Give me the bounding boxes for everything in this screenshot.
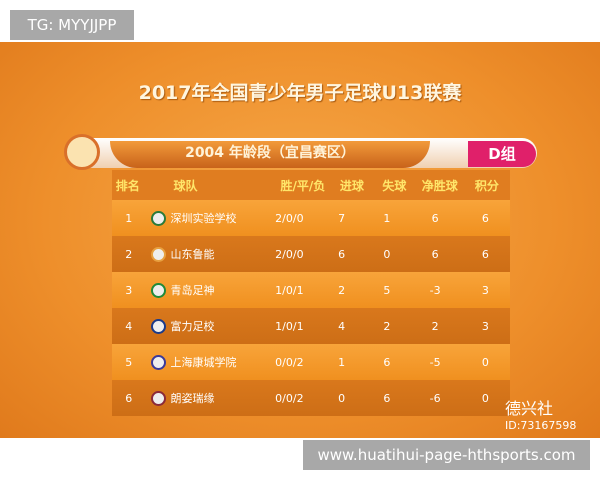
rank: 3 (125, 283, 133, 297)
rank: 2 (125, 247, 133, 261)
table-row: 5 上海康城学院 0/0/2 1 6 -5 0 (112, 344, 510, 380)
tag-label: TG: MYYJJPP (10, 10, 134, 40)
table-row: 4 富力足校 1/0/1 4 2 2 3 (112, 308, 510, 344)
points: 0 (481, 355, 489, 369)
team-name: 朗姿瑞缘 (170, 392, 215, 405)
team: 深圳实验学校 (145, 210, 259, 226)
team-logo-icon (151, 390, 167, 406)
wdl: 1/0/1 (275, 319, 304, 333)
goals-against: 6 (383, 391, 391, 405)
watermark-id: ID:73167598 (505, 419, 577, 432)
wdl: 0/0/2 (275, 391, 304, 405)
rank: 4 (125, 319, 133, 333)
table-row: 2 山东鲁能 2/0/0 6 0 6 6 (112, 236, 510, 272)
rank: 6 (125, 391, 133, 405)
points: 3 (481, 319, 489, 333)
team-logo-icon (151, 210, 167, 226)
goals-against: 1 (383, 211, 391, 225)
goals-against: 0 (383, 247, 391, 261)
col-rank: 排名 (115, 178, 140, 193)
url-label: www.huatihui-page-hthsports.com (303, 440, 590, 470)
points: 3 (481, 283, 489, 297)
goals-against: 5 (383, 283, 391, 297)
team-name: 富力足校 (170, 320, 215, 333)
goal-diff: -5 (429, 355, 441, 369)
goals-against: 6 (383, 355, 391, 369)
goals-for: 4 (338, 319, 346, 333)
goal-diff: -3 (429, 283, 441, 297)
goal-diff: 6 (431, 211, 439, 225)
goal-diff: -6 (429, 391, 441, 405)
wdl: 0/0/2 (275, 355, 304, 369)
table-header: 排名 球队 胜/平/负 进球 失球 净胜球 积分 (112, 170, 510, 200)
group-badge: D组 (468, 141, 536, 167)
goals-for: 1 (338, 355, 346, 369)
team-name: 上海康城学院 (170, 356, 237, 369)
goal-diff: 2 (431, 319, 439, 333)
col-team: 球队 (173, 178, 198, 193)
rank: 1 (125, 211, 133, 225)
league-logo-icon (64, 134, 100, 170)
team: 朗姿瑞缘 (145, 390, 259, 406)
wdl: 2/0/0 (275, 211, 304, 225)
col-gd: 净胜球 (421, 178, 458, 193)
team-name: 深圳实验学校 (170, 212, 237, 225)
wdl: 1/0/1 (275, 283, 304, 297)
table-row: 6 朗姿瑞缘 0/0/2 0 6 -6 0 (112, 380, 510, 416)
standings-table: 排名 球队 胜/平/负 进球 失球 净胜球 积分 1 深圳实验学校 2/0/0 … (112, 170, 510, 416)
team-logo-icon (151, 246, 167, 262)
team-logo-icon (151, 318, 167, 334)
table-row: 3 青岛足神 1/0/1 2 5 -3 3 (112, 272, 510, 308)
wdl: 2/0/0 (275, 247, 304, 261)
team-logo-icon (151, 282, 167, 298)
goals-for: 6 (338, 247, 346, 261)
goals-for: 0 (338, 391, 346, 405)
subtitle: 2004 年龄段（宜昌赛区） (110, 141, 430, 168)
team: 富力足校 (145, 318, 259, 334)
col-ga: 失球 (382, 178, 407, 193)
points: 6 (481, 247, 489, 261)
col-wdl: 胜/平/负 (280, 178, 326, 193)
watermark-name: 德兴社 (505, 399, 554, 418)
team-name: 山东鲁能 (170, 248, 215, 261)
team: 山东鲁能 (145, 246, 259, 262)
goals-for: 7 (338, 211, 346, 225)
watermark: 德兴社 ID:73167598 (505, 395, 576, 432)
page-title: 2017年全国青少年男子足球U13联赛 (138, 82, 462, 104)
goals-against: 2 (383, 319, 391, 333)
team: 青岛足神 (145, 282, 259, 298)
team-logo-icon (151, 354, 167, 370)
points: 0 (481, 391, 489, 405)
col-pts: 积分 (474, 178, 499, 193)
table-row: 1 深圳实验学校 2/0/0 7 1 6 6 (112, 200, 510, 236)
goal-diff: 6 (431, 247, 439, 261)
goals-for: 2 (338, 283, 346, 297)
col-gf: 进球 (339, 178, 364, 193)
team: 上海康城学院 (145, 354, 259, 370)
points: 6 (481, 211, 489, 225)
team-name: 青岛足神 (170, 284, 215, 297)
rank: 5 (125, 355, 133, 369)
